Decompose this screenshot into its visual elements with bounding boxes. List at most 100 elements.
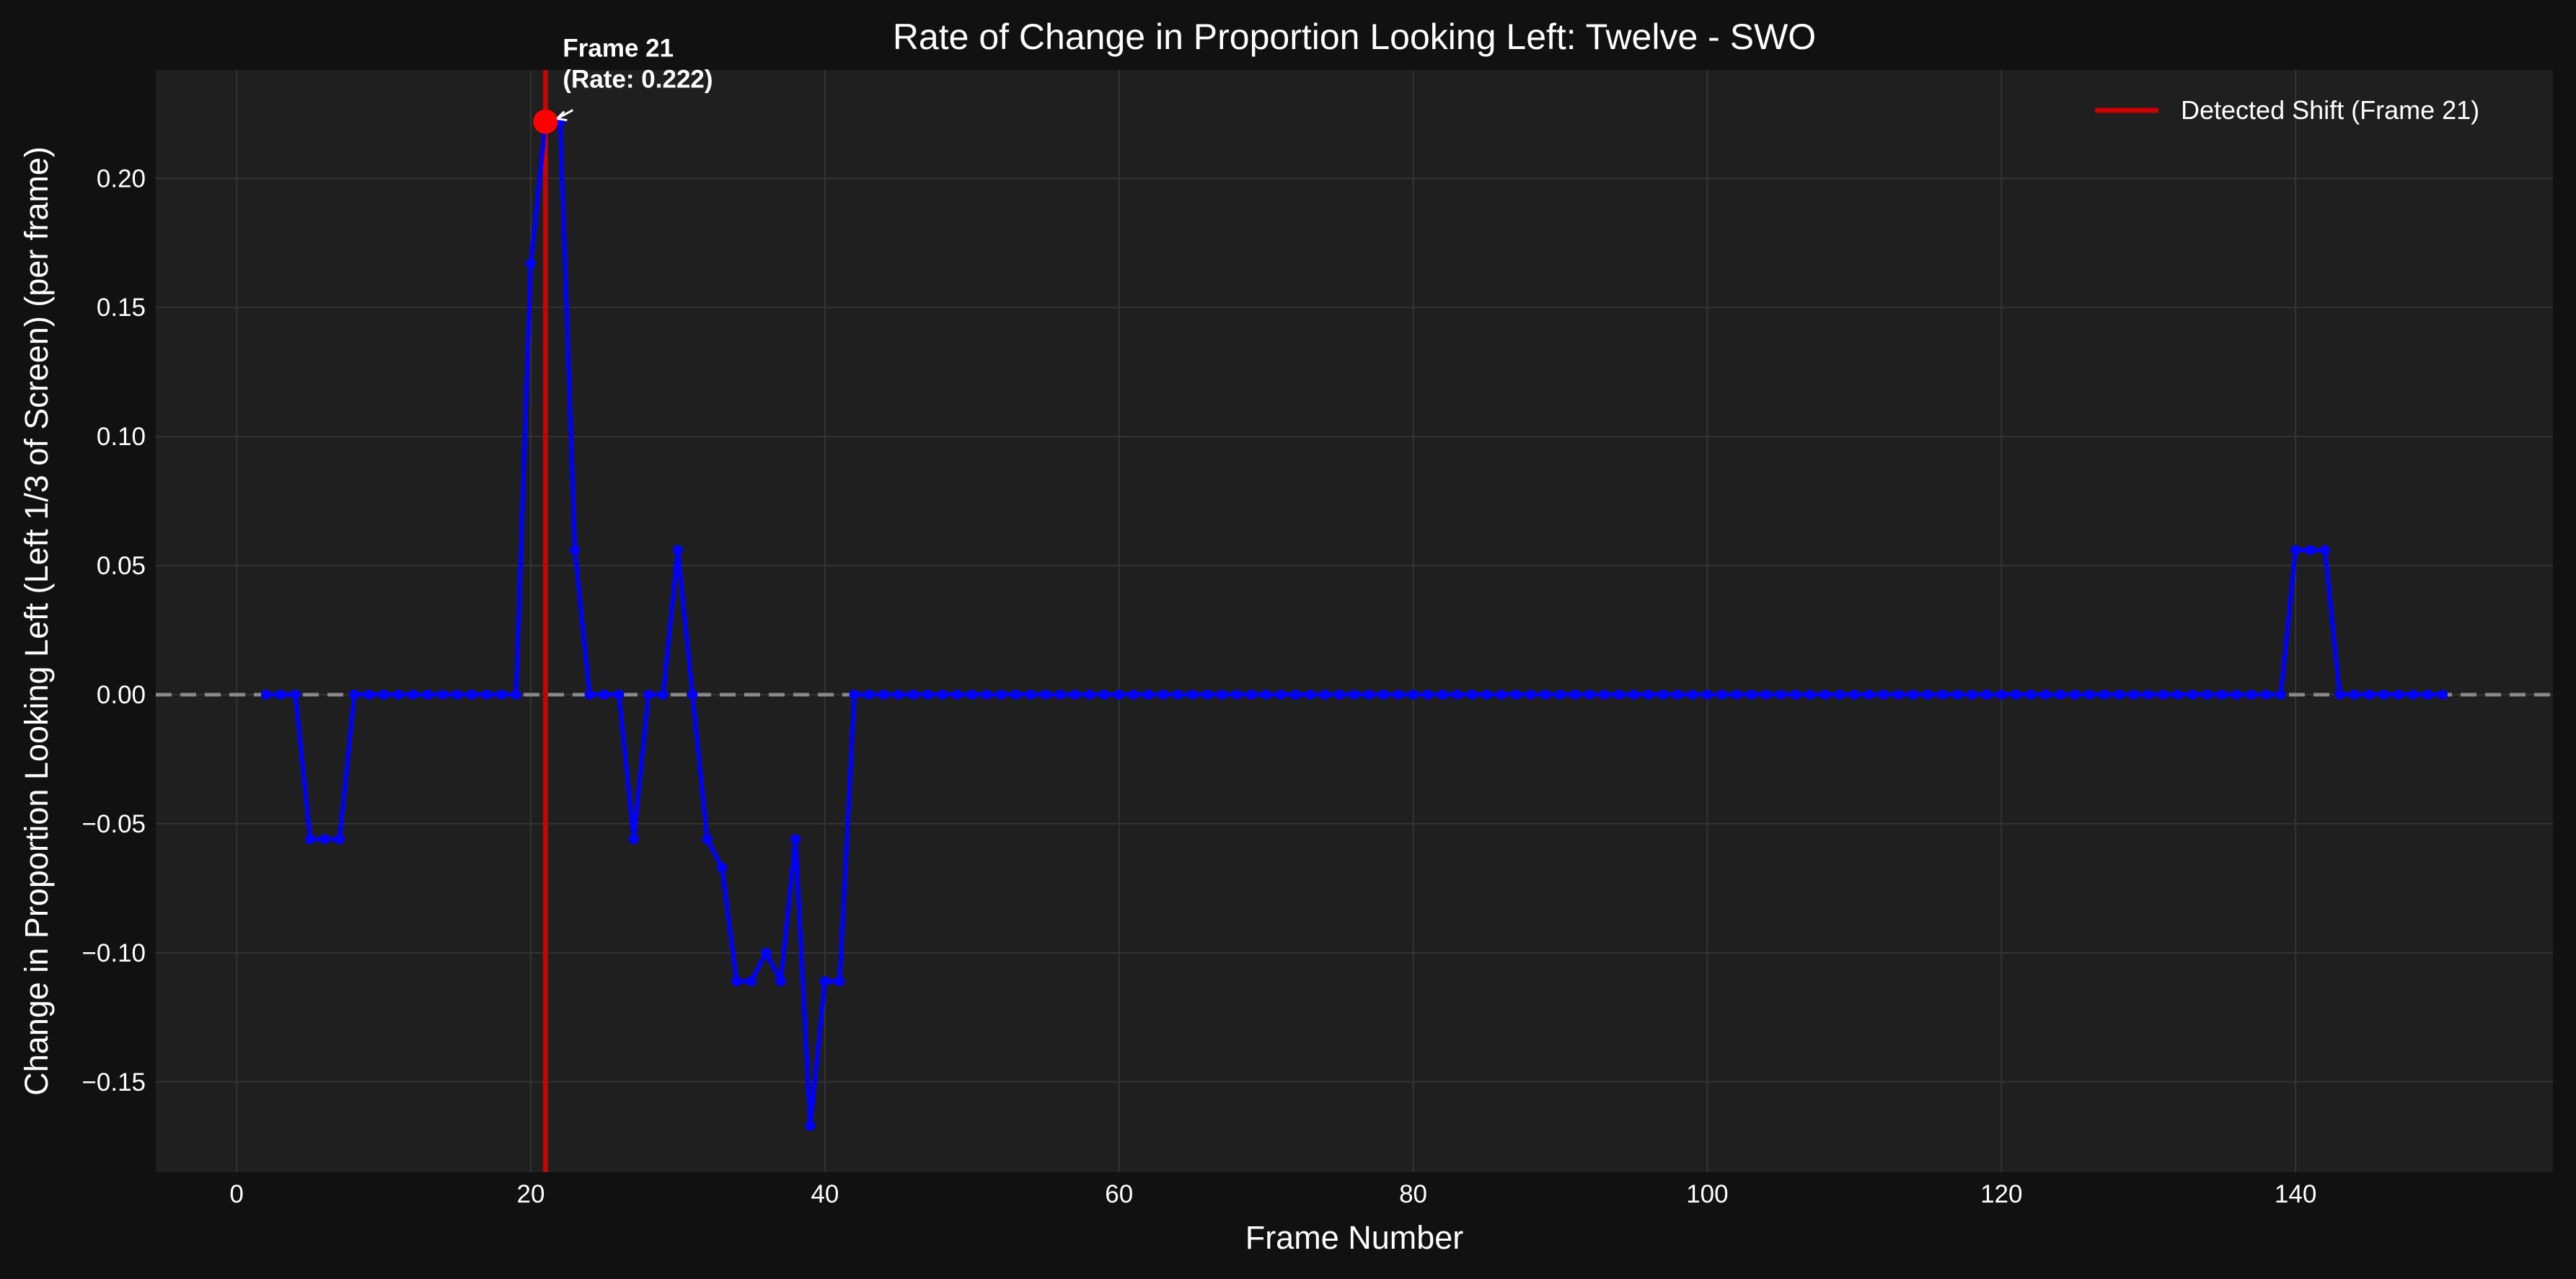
data-point: [1276, 689, 1287, 700]
data-point: [2305, 545, 2316, 555]
data-point: [687, 689, 698, 700]
data-point: [893, 689, 904, 700]
data-point: [2334, 689, 2345, 700]
data-point: [1525, 689, 1536, 700]
data-point: [1952, 689, 1963, 700]
data-point: [1113, 689, 1124, 700]
y-tick-label: −0.10: [81, 939, 146, 967]
data-point: [1378, 689, 1389, 700]
data-point: [1628, 689, 1639, 700]
data-point: [952, 689, 963, 700]
data-point: [2349, 689, 2360, 700]
data-point: [658, 689, 669, 700]
data-point: [1776, 689, 1786, 700]
data-point: [938, 689, 948, 700]
data-point: [1555, 689, 1566, 700]
data-point: [996, 689, 1007, 700]
data-point: [260, 689, 271, 700]
data-point: [702, 834, 713, 845]
data-point: [2202, 689, 2213, 700]
data-point: [1202, 689, 1213, 700]
data-point: [1467, 689, 1478, 700]
data-point: [1129, 689, 1139, 700]
data-point: [1672, 689, 1683, 700]
chart-title: Rate of Change in Proportion Looking Lef…: [893, 17, 1816, 57]
data-point: [1716, 689, 1727, 700]
data-point: [319, 834, 330, 845]
data-point: [1231, 689, 1242, 700]
data-point: [570, 545, 581, 555]
legend: Detected Shift (Frame 21): [2095, 95, 2479, 125]
data-points: [260, 116, 2448, 1131]
data-point: [2378, 689, 2389, 700]
annotation: Frame 21 (Rate: 0.222): [556, 35, 713, 122]
data-point: [2128, 689, 2139, 700]
data-point: [1569, 689, 1580, 700]
y-tick-label: 0.20: [97, 164, 146, 193]
data-point: [1643, 689, 1654, 700]
y-tick-label: 0.00: [97, 681, 146, 709]
data-point: [1849, 689, 1860, 700]
x-tick-label: 0: [229, 1180, 243, 1208]
y-tick-label: 0.10: [97, 423, 146, 451]
data-point: [2158, 689, 2169, 700]
data-point: [1320, 689, 1331, 700]
data-point: [2172, 689, 2183, 700]
x-tick-label: 60: [1105, 1180, 1133, 1208]
data-point: [1069, 689, 1080, 700]
data-point: [1702, 689, 1713, 700]
data-point: [819, 976, 830, 987]
data-point: [1790, 689, 1801, 700]
data-point: [1923, 689, 1933, 700]
data-point: [775, 976, 786, 987]
data-point: [1393, 689, 1404, 700]
data-point: [1760, 689, 1771, 700]
data-point: [2143, 689, 2154, 700]
x-axis-ticks: 0 20 40 60 80 100 120 140: [229, 1180, 2316, 1208]
data-point: [1981, 689, 1992, 700]
data-point: [1863, 689, 1874, 700]
data-point: [1187, 689, 1198, 700]
data-point: [1584, 689, 1595, 700]
data-point: [672, 545, 683, 555]
data-point: [1217, 689, 1227, 700]
data-point: [805, 1120, 816, 1131]
data-point: [349, 689, 360, 700]
highlight-point: [533, 109, 558, 134]
data-point: [1834, 689, 1845, 700]
data-point: [982, 689, 992, 700]
data-point: [1290, 689, 1301, 700]
data-point: [1614, 689, 1625, 700]
data-point: [717, 862, 728, 873]
y-axis-ticks: −0.15 −0.10 −0.05 0.00 0.05 0.10 0.15 0.20: [81, 164, 146, 1096]
data-point: [496, 689, 507, 700]
data-point: [1173, 689, 1183, 700]
data-point: [363, 689, 374, 700]
y-tick-label: −0.15: [81, 1068, 146, 1096]
data-point: [966, 689, 977, 700]
data-point: [1732, 689, 1742, 700]
data-point: [334, 834, 345, 845]
x-tick-label: 140: [2275, 1180, 2316, 1208]
data-point: [2275, 689, 2286, 700]
data-point: [1967, 689, 1977, 700]
y-tick-label: 0.05: [97, 552, 146, 580]
data-point: [393, 689, 404, 700]
x-tick-label: 40: [811, 1180, 839, 1208]
y-tick-label: −0.05: [81, 810, 146, 838]
data-point: [1540, 689, 1551, 700]
data-point: [1805, 689, 1816, 700]
data-point: [834, 976, 845, 987]
data-point: [1349, 689, 1359, 700]
data-point: [1452, 689, 1463, 700]
data-point: [1422, 689, 1433, 700]
data-point: [731, 976, 742, 987]
data-point: [1496, 689, 1507, 700]
data-point: [1305, 689, 1315, 700]
data-point: [1599, 689, 1610, 700]
data-point: [2408, 689, 2419, 700]
data-point: [1996, 689, 2007, 700]
data-point: [864, 689, 875, 700]
data-point: [849, 689, 860, 700]
